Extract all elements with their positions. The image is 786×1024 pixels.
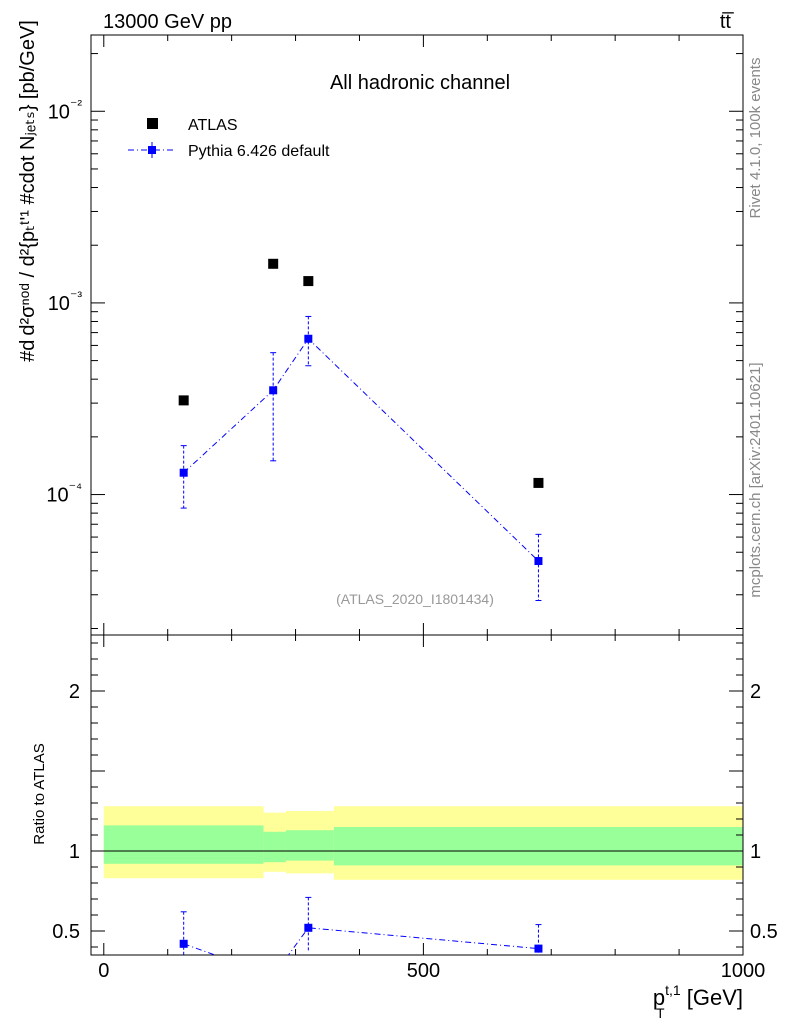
pythia-point — [179, 468, 188, 477]
pythia-series-line — [183, 337, 539, 562]
ratio-y-tick-label-left-0: 0.5 — [52, 921, 80, 943]
chart-title: All hadronic channel — [330, 72, 510, 94]
pythia-point — [534, 557, 543, 566]
x-axis-label-subscript: T — [656, 1005, 665, 1021]
rivet-version-label: Rivet 4.1.0, 100k events — [747, 57, 764, 219]
legend-atlas-marker — [147, 118, 158, 129]
ratio-band-green-1 — [263, 831, 286, 863]
ratio-band-green-2 — [285, 830, 334, 861]
source-label: mcplots.cern.ch [arXiv:2401.10621] — [747, 362, 764, 598]
ratio-pythia-point — [269, 972, 277, 980]
analysis-watermark: (ATLAS_2020_I1801434) — [336, 591, 494, 607]
pythia-point — [269, 386, 278, 395]
legend-atlas-label: ATLAS — [188, 117, 238, 134]
atlas-point — [533, 477, 544, 488]
ratio-y-tick-label-right-1: 1 — [750, 841, 761, 863]
legend-pythia-marker — [148, 146, 156, 154]
atlas-point — [178, 395, 189, 406]
ratio-y-tick-label-right-2: 2 — [750, 681, 761, 703]
ratio-panel-frame — [90, 634, 744, 956]
pythia-point — [304, 334, 313, 343]
header-collision-label: 13000 GeV pp — [103, 11, 232, 33]
y-tick-label-0: 10⁻⁴ — [46, 480, 82, 507]
ratio-pythia-point — [179, 939, 188, 948]
legend-pythia-label: Pythia 6.426 default — [188, 143, 330, 160]
ratio-pythia-point — [304, 923, 313, 932]
x-axis-label: pt,1 [GeV] — [653, 982, 743, 1010]
y-tick-label-2: 10⁻² — [48, 96, 83, 123]
ratio-band-green-0 — [103, 825, 264, 864]
ratio-pythia-point — [534, 944, 543, 953]
ratio-y-tick-label-right-0: 0.5 — [750, 921, 778, 943]
ratio-y-axis-label: Ratio to ATLAS — [31, 743, 48, 845]
x-tick-label-500: 500 — [407, 960, 440, 982]
ratio-band-green-3 — [333, 827, 743, 866]
atlas-point — [303, 276, 314, 287]
ratio-pythia-line — [183, 927, 539, 955]
header-process-label: tt̅ — [720, 11, 734, 33]
y-tick-label-1: 10⁻³ — [48, 288, 83, 315]
ratio-y-tick-label-left-1: 1 — [69, 841, 80, 863]
main-y-axis-label: #d d²σⁿᵒᵈ / d²{pₜᵗʹ¹ #cdot Nⱼₑₜₛ} [pb/Ge… — [17, 20, 39, 362]
atlas-point — [268, 258, 279, 269]
ratio-y-tick-label-left-2: 2 — [69, 681, 80, 703]
x-tick-label-1000: 1000 — [721, 960, 766, 982]
x-tick-label-0: 0 — [98, 960, 109, 982]
